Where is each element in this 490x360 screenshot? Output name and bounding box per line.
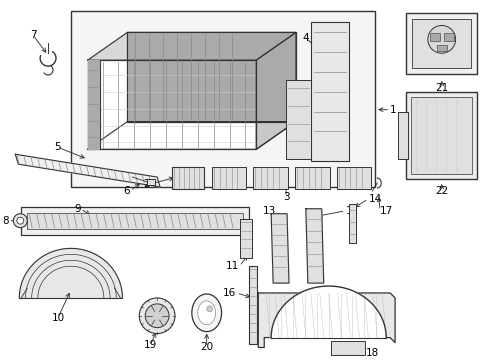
- Polygon shape: [15, 154, 160, 187]
- Circle shape: [207, 306, 213, 312]
- Text: 7: 7: [30, 30, 36, 40]
- Polygon shape: [271, 214, 289, 283]
- Text: 8: 8: [2, 216, 8, 226]
- Bar: [411, 97, 472, 174]
- Ellipse shape: [192, 294, 221, 332]
- Circle shape: [145, 304, 169, 328]
- Bar: [71, 10, 375, 187]
- Bar: [406, 13, 477, 74]
- Bar: [337, 167, 371, 189]
- Polygon shape: [19, 248, 122, 298]
- Text: 13: 13: [263, 206, 276, 216]
- Text: 18: 18: [366, 348, 379, 359]
- Bar: [437, 45, 447, 51]
- Bar: [398, 112, 408, 159]
- Bar: [406, 92, 477, 179]
- Bar: [27, 213, 244, 229]
- Polygon shape: [258, 293, 395, 347]
- Text: 12: 12: [345, 206, 359, 216]
- Ellipse shape: [198, 301, 216, 325]
- Bar: [172, 167, 204, 189]
- Text: 3: 3: [283, 192, 290, 202]
- Text: 14: 14: [368, 194, 382, 204]
- Bar: [249, 266, 257, 343]
- Bar: [331, 341, 366, 355]
- Text: 9: 9: [74, 204, 81, 214]
- Text: 21: 21: [435, 83, 448, 93]
- Bar: [443, 33, 454, 41]
- Bar: [212, 167, 246, 189]
- Polygon shape: [88, 60, 99, 149]
- Polygon shape: [88, 32, 296, 60]
- Text: 15: 15: [341, 303, 354, 313]
- Polygon shape: [256, 32, 296, 149]
- Bar: [430, 33, 440, 41]
- Bar: [253, 167, 288, 189]
- Circle shape: [139, 298, 175, 334]
- Bar: [147, 179, 155, 185]
- Circle shape: [17, 217, 24, 224]
- Bar: [241, 219, 252, 258]
- Text: 10: 10: [51, 313, 65, 323]
- Bar: [21, 207, 249, 234]
- Text: 20: 20: [200, 342, 213, 352]
- Text: 11: 11: [226, 261, 240, 271]
- Bar: [348, 204, 356, 243]
- Bar: [412, 18, 471, 68]
- Text: 19: 19: [144, 341, 157, 351]
- Text: 4: 4: [302, 33, 309, 43]
- Bar: [295, 167, 330, 189]
- Circle shape: [13, 214, 27, 228]
- Text: 22: 22: [435, 186, 448, 196]
- Text: 6: 6: [124, 186, 130, 196]
- Bar: [311, 22, 348, 161]
- Circle shape: [428, 26, 456, 53]
- Text: 1: 1: [390, 105, 397, 115]
- Polygon shape: [271, 286, 386, 338]
- Polygon shape: [127, 32, 296, 122]
- Polygon shape: [306, 209, 324, 283]
- Bar: [286, 80, 311, 159]
- Text: 16: 16: [223, 288, 237, 298]
- Polygon shape: [88, 122, 296, 149]
- Text: 17: 17: [380, 206, 393, 216]
- Text: 2: 2: [144, 179, 150, 189]
- Polygon shape: [88, 60, 256, 149]
- Text: 5: 5: [55, 142, 61, 152]
